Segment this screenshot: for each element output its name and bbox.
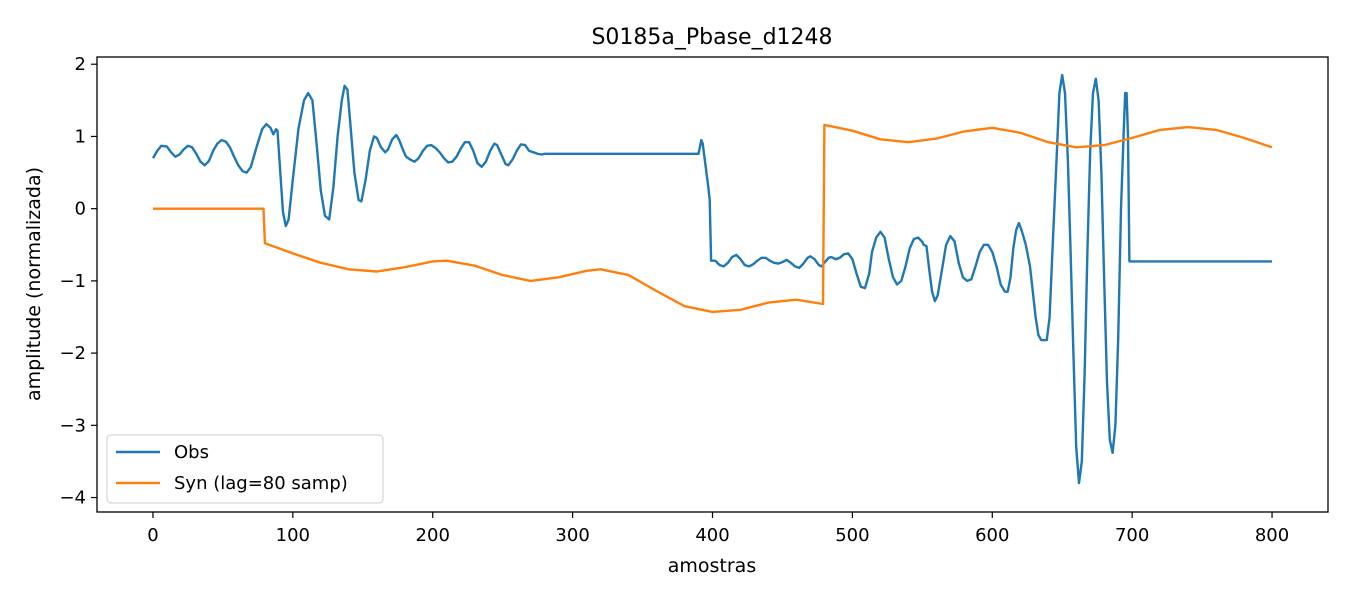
x-tick-label: 0 [147,525,158,546]
x-tick-label: 300 [555,525,589,546]
y-axis-label: amplitude (normalizada) [23,167,45,401]
series-layer [151,73,1273,485]
series-line-obs [151,73,1272,485]
y-tick-label: −4 [59,488,86,509]
x-tick-label: 800 [1255,525,1289,546]
x-tick-label: 100 [276,525,310,546]
y-axis: −4 −3 −2 −1 0 1 2 [59,54,97,509]
legend: Obs Syn (lag=80 samp) [106,434,384,504]
y-tick-label: 1 [75,126,86,147]
x-axis: 0 100 200 300 400 500 600 700 800 [147,512,1289,546]
y-tick-label: −2 [59,343,86,364]
legend-box [106,434,384,504]
y-tick-label: −3 [59,415,86,436]
y-tick-label: 2 [75,54,86,75]
x-tick-label: 200 [416,525,450,546]
legend-label-syn: Syn (lag=80 samp) [174,473,348,494]
legend-label-obs: Obs [174,442,209,463]
x-tick-label: 700 [1115,525,1149,546]
series-line-syn [153,123,1273,314]
x-tick-label: 400 [695,525,729,546]
x-tick-label: 500 [835,525,869,546]
y-tick-label: −1 [59,271,86,292]
x-axis-label: amostras [668,555,756,577]
y-tick-label: 0 [75,199,86,220]
chart-title: S0185a_Pbase_d1248 [591,25,832,50]
x-tick-label: 600 [975,525,1009,546]
